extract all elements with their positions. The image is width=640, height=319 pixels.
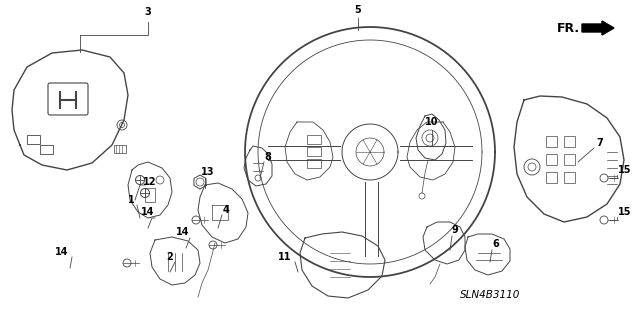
Bar: [564, 172, 575, 183]
Text: 1: 1: [127, 195, 134, 205]
Bar: [307, 159, 321, 168]
Bar: [27, 135, 40, 144]
Text: 14: 14: [176, 227, 189, 237]
Bar: [40, 145, 53, 154]
Bar: [546, 154, 557, 165]
Bar: [564, 136, 575, 147]
Text: 7: 7: [596, 138, 604, 148]
Text: FR.: FR.: [557, 21, 580, 34]
Text: 3: 3: [145, 7, 152, 17]
Text: 5: 5: [355, 5, 362, 15]
Bar: [307, 147, 321, 156]
Bar: [145, 188, 155, 202]
Bar: [114, 145, 126, 153]
Bar: [546, 172, 557, 183]
Text: 2: 2: [166, 252, 173, 262]
Text: 14: 14: [141, 207, 155, 217]
Text: 4: 4: [223, 205, 229, 215]
Bar: [564, 154, 575, 165]
Text: 13: 13: [201, 167, 215, 177]
Text: 10: 10: [425, 117, 439, 127]
Text: SLN4B3110: SLN4B3110: [460, 290, 520, 300]
Text: 6: 6: [493, 239, 499, 249]
Text: 12: 12: [143, 177, 157, 187]
FancyArrow shape: [582, 21, 614, 35]
Bar: [307, 135, 321, 144]
Text: 9: 9: [452, 225, 458, 235]
Text: 11: 11: [278, 252, 292, 262]
Bar: [546, 136, 557, 147]
Text: 14: 14: [55, 247, 68, 257]
Text: 15: 15: [618, 207, 632, 217]
Text: 15: 15: [618, 165, 632, 175]
Text: 8: 8: [264, 152, 271, 162]
